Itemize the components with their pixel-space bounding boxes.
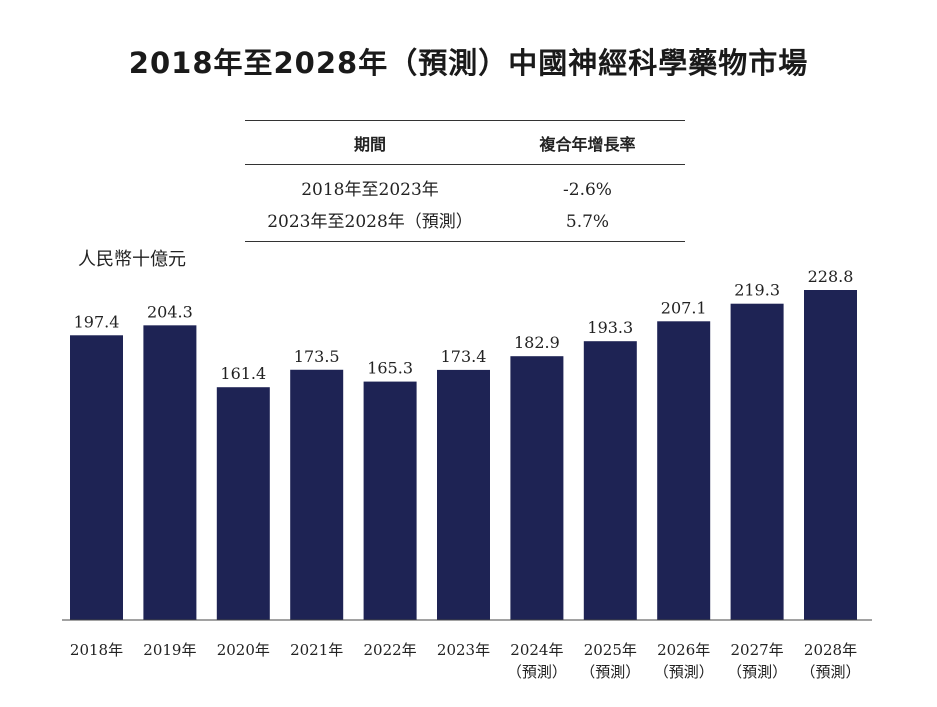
x-tick-label: 2020年 [217, 641, 270, 659]
data-label: 228.8 [808, 267, 854, 286]
cagr-rate: -2.6% [563, 180, 612, 200]
data-label: 204.3 [147, 302, 193, 321]
data-label: 219.3 [734, 281, 780, 300]
data-label: 182.9 [514, 333, 560, 352]
y-unit-label: 人民幣十億元 [78, 249, 186, 270]
bar-5 [437, 369, 490, 620]
cagr-rate: 5.7% [565, 212, 610, 232]
cagr-table-header: 期間 複合年增長率 [245, 120, 685, 165]
data-label: 207.1 [661, 298, 707, 317]
x-tick-label: 2024年 [510, 641, 563, 659]
x-tick-label: 2019年 [143, 641, 196, 659]
data-label: 165.3 [367, 359, 413, 378]
bar-0 [70, 335, 123, 620]
cagr-header-rate: 複合年增長率 [539, 135, 636, 154]
x-tick-label: 2025年 [584, 641, 637, 659]
cagr-period: 2018年至2023年 [301, 180, 439, 200]
x-tick-label: 2022年 [364, 641, 417, 659]
x-tick-label: 2023年 [437, 641, 490, 659]
bar-7 [583, 341, 637, 620]
cagr-row: 2018年至2023年 -2.6% [245, 171, 685, 203]
cagr-table-body: 2018年至2023年 -2.6% 2023年至2028年（預測） 5.7% [245, 165, 685, 242]
bar-9 [730, 303, 784, 620]
cagr-header-period: 期間 [353, 135, 386, 154]
x-tick-label: （預測） [654, 663, 714, 681]
bar-10 [804, 290, 857, 620]
data-label: 161.4 [220, 364, 266, 383]
data-label: 197.4 [74, 312, 120, 331]
data-label: 173.4 [441, 347, 487, 366]
cagr-row: 2023年至2028年（預測） 5.7% [245, 203, 685, 235]
bar-1 [143, 325, 197, 620]
bar-3 [290, 369, 344, 620]
x-tick-label: 2026年 [657, 641, 710, 659]
x-tick-label: （預測） [580, 663, 640, 681]
chart-title: 2018年至2028年（預測）中國神經科學藥物市場 [128, 46, 809, 80]
bar-2 [216, 387, 270, 620]
bar-6 [510, 356, 564, 620]
x-tick-label: 2028年 [804, 641, 857, 659]
data-label: 193.3 [587, 318, 633, 337]
x-tick-label: （預測） [507, 663, 567, 681]
x-tick-label: 2027年 [731, 641, 784, 659]
cagr-period: 2023年至2028年（預測） [267, 212, 473, 232]
bar-4 [363, 381, 417, 620]
x-tick-label: 2018年 [70, 641, 123, 659]
cagr-table: 期間 複合年增長率 2018年至2023年 -2.6% 2023年至2028年（預測… [245, 120, 685, 242]
data-label: 173.5 [294, 347, 340, 366]
x-tick-label: （預測） [800, 663, 860, 681]
x-tick-label: 2021年 [290, 641, 343, 659]
x-tick-label: （預測） [727, 663, 787, 681]
bar-8 [657, 321, 711, 620]
